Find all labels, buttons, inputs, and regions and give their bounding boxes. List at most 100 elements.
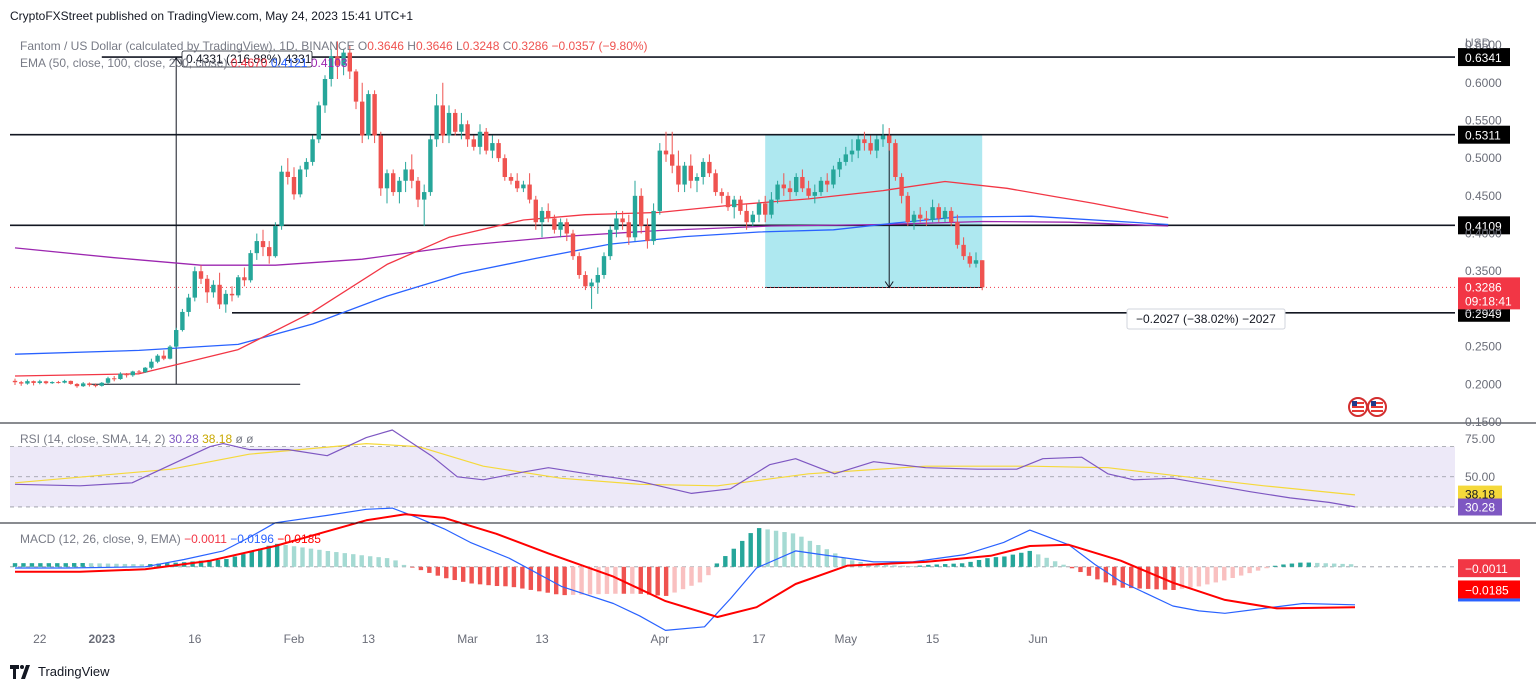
- candle-body: [366, 94, 371, 136]
- legend-open: 0.3646: [367, 39, 407, 53]
- candle: [502, 154, 507, 181]
- flag-stripe: [1371, 402, 1383, 404]
- candle-body: [285, 171, 290, 177]
- candle-body: [242, 277, 247, 281]
- candle: [217, 272, 222, 309]
- macd-histogram-bar: [1002, 556, 1007, 567]
- candle-body: [112, 378, 117, 380]
- macd-histogram-bar: [1196, 566, 1202, 587]
- macd-histogram-bar: [1010, 554, 1016, 567]
- macd-histogram-bar: [1129, 566, 1134, 589]
- macd-histogram-bar: [680, 566, 686, 590]
- ema-legend-label: EMA (50, close, 100, close, 200, close): [20, 56, 231, 70]
- tradingview-footer[interactable]: TradingView: [10, 664, 110, 679]
- candle-body: [415, 180, 421, 200]
- candle: [589, 278, 594, 309]
- candle-body: [81, 383, 86, 387]
- candle-body: [564, 222, 569, 234]
- candle: [930, 199, 935, 223]
- candle: [942, 207, 948, 223]
- candle-body: [806, 188, 811, 196]
- candle: [818, 177, 824, 196]
- candle-body: [608, 229, 613, 257]
- candle: [409, 154, 414, 189]
- candle: [980, 260, 985, 291]
- macd-histogram-bar: [782, 532, 787, 567]
- candle: [397, 177, 402, 204]
- candle: [316, 101, 321, 144]
- candle: [353, 69, 359, 110]
- candle: [43, 380, 49, 385]
- candle-body: [651, 210, 656, 242]
- measure-down-label: −0.2027 (−38.02%) −2027: [1136, 312, 1276, 326]
- macd-histogram-bar: [63, 563, 68, 567]
- candle-body: [298, 169, 303, 195]
- candle-body: [955, 222, 960, 245]
- macd-signal-badge: [1458, 580, 1520, 599]
- candle: [533, 195, 538, 230]
- candle-body: [304, 161, 309, 170]
- candle: [254, 233, 259, 260]
- candle: [192, 266, 197, 302]
- macd-histogram-bar: [80, 563, 85, 567]
- candle: [546, 203, 551, 223]
- macd-histogram-bar: [1348, 564, 1354, 567]
- macd-histogram-bar: [351, 554, 356, 567]
- candle-body: [155, 355, 160, 362]
- ema200-line: [14, 220, 1169, 266]
- macd-histogram-bar: [1331, 563, 1337, 567]
- candle: [924, 210, 929, 226]
- candle-body: [837, 161, 842, 170]
- candle-body: [539, 210, 545, 223]
- candle-body: [682, 165, 687, 185]
- candle-body: [601, 256, 607, 275]
- candle: [632, 180, 638, 242]
- candle-body: [391, 173, 396, 193]
- macd-histogram-bar: [460, 566, 466, 582]
- candle: [725, 192, 731, 211]
- candle-body: [198, 271, 204, 279]
- candle: [12, 378, 18, 386]
- candle: [899, 173, 904, 204]
- candle: [719, 188, 724, 204]
- candle: [608, 226, 613, 260]
- macd-histogram-bar: [1298, 562, 1303, 567]
- candle: [273, 222, 278, 258]
- candle: [564, 218, 569, 242]
- macd-histogram-bar: [663, 566, 669, 596]
- candle-body: [347, 52, 352, 72]
- candle-body: [570, 233, 576, 257]
- candle: [663, 131, 669, 162]
- macd-histogram-bar: [807, 540, 813, 567]
- macd-histogram-bar: [1044, 557, 1049, 567]
- candle-body: [93, 385, 98, 387]
- candle-body: [527, 184, 532, 200]
- candle: [465, 120, 470, 147]
- price-tick: 0.2500: [1465, 340, 1502, 354]
- candle: [620, 210, 625, 230]
- candle-body: [887, 135, 892, 144]
- candle-body: [236, 277, 241, 296]
- macd-histogram-bar: [207, 559, 212, 567]
- macd-histogram-bar: [1162, 566, 1168, 590]
- candle-body: [521, 184, 526, 189]
- macd-histogram-bar: [1340, 563, 1345, 567]
- macd-histogram-bar: [630, 566, 635, 594]
- flag-stripe: [1352, 402, 1364, 404]
- macd-signal-badge-label: −0.0185: [1465, 583, 1509, 597]
- candle: [198, 265, 204, 285]
- candle-body: [273, 226, 278, 257]
- macd-histogram-bar: [1222, 566, 1227, 581]
- candle-body: [781, 184, 786, 189]
- macd-histogram-bar: [596, 566, 601, 595]
- macd-histogram-bar: [1188, 566, 1193, 588]
- price-tick: 0.6500: [1465, 38, 1502, 52]
- candle-body: [893, 143, 898, 177]
- macd-histogram-bar: [909, 566, 914, 567]
- candle-body: [490, 143, 495, 151]
- macd-histogram-bar: [1078, 566, 1083, 573]
- candle-body: [87, 383, 92, 386]
- candle: [105, 376, 111, 384]
- candle: [68, 380, 73, 385]
